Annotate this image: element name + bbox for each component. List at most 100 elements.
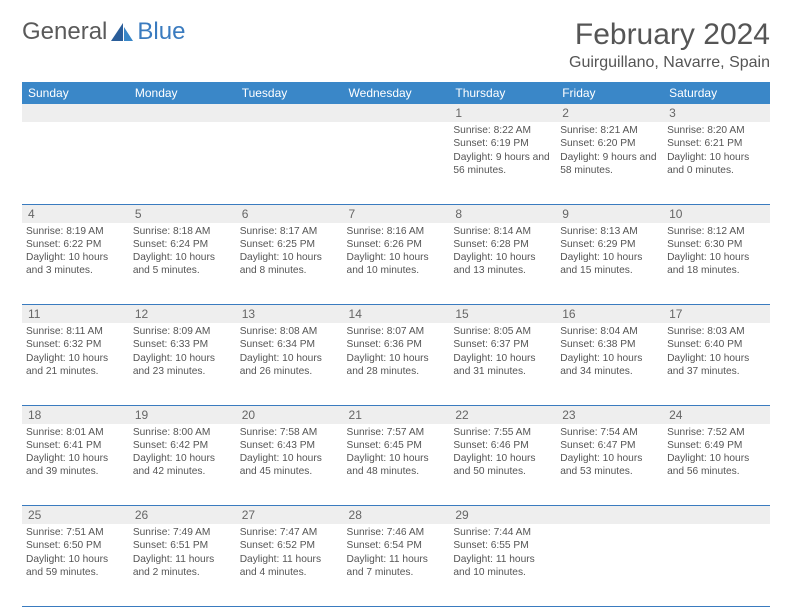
day-info: Sunrise: 8:11 AMSunset: 6:32 PMDaylight:… [26,325,125,378]
logo-text-2: Blue [137,18,185,46]
day-info: Sunrise: 7:47 AMSunset: 6:52 PMDaylight:… [240,526,339,579]
day-info: Sunrise: 8:14 AMSunset: 6:28 PMDaylight:… [453,225,552,278]
day-cell [663,524,770,606]
day-number: 13 [236,305,343,324]
day-number: 8 [449,204,556,223]
day-cell: Sunrise: 7:55 AMSunset: 6:46 PMDaylight:… [449,424,556,506]
day-info: Sunrise: 8:00 AMSunset: 6:42 PMDaylight:… [133,426,232,479]
day-cell: Sunrise: 8:17 AMSunset: 6:25 PMDaylight:… [236,223,343,305]
day-info: Sunrise: 8:22 AMSunset: 6:19 PMDaylight:… [453,124,552,177]
day-info: Sunrise: 7:54 AMSunset: 6:47 PMDaylight:… [560,426,659,479]
day-number: 22 [449,405,556,424]
day-cell: Sunrise: 7:52 AMSunset: 6:49 PMDaylight:… [663,424,770,506]
day-cell: Sunrise: 8:12 AMSunset: 6:30 PMDaylight:… [663,223,770,305]
day-info: Sunrise: 8:09 AMSunset: 6:33 PMDaylight:… [133,325,232,378]
weekday-header: Sunday [22,82,129,104]
day-number: 14 [343,305,450,324]
day-number: 27 [236,506,343,525]
day-cell [343,122,450,204]
weekday-header: Tuesday [236,82,343,104]
day-number: 23 [556,405,663,424]
day-number: 7 [343,204,450,223]
day-cell: Sunrise: 7:47 AMSunset: 6:52 PMDaylight:… [236,524,343,606]
day-cell: Sunrise: 8:09 AMSunset: 6:33 PMDaylight:… [129,323,236,405]
day-info: Sunrise: 8:07 AMSunset: 6:36 PMDaylight:… [347,325,446,378]
weekday-header: Saturday [663,82,770,104]
day-cell: Sunrise: 8:11 AMSunset: 6:32 PMDaylight:… [22,323,129,405]
location: Guirguillano, Navarre, Spain [569,54,770,72]
day-info: Sunrise: 8:20 AMSunset: 6:21 PMDaylight:… [667,124,766,177]
daynum-row: 45678910 [22,204,770,223]
day-info: Sunrise: 7:46 AMSunset: 6:54 PMDaylight:… [347,526,446,579]
day-cell: Sunrise: 7:58 AMSunset: 6:43 PMDaylight:… [236,424,343,506]
info-row: Sunrise: 8:01 AMSunset: 6:41 PMDaylight:… [22,424,770,506]
day-cell [129,122,236,204]
logo: General Blue [22,18,185,46]
weekday-header-row: Sunday Monday Tuesday Wednesday Thursday… [22,82,770,104]
day-info: Sunrise: 8:16 AMSunset: 6:26 PMDaylight:… [347,225,446,278]
info-row: Sunrise: 8:19 AMSunset: 6:22 PMDaylight:… [22,223,770,305]
day-cell: Sunrise: 8:20 AMSunset: 6:21 PMDaylight:… [663,122,770,204]
daynum-row: 2526272829 [22,506,770,525]
day-number: 6 [236,204,343,223]
day-cell: Sunrise: 8:01 AMSunset: 6:41 PMDaylight:… [22,424,129,506]
day-cell: Sunrise: 8:08 AMSunset: 6:34 PMDaylight:… [236,323,343,405]
day-cell: Sunrise: 8:19 AMSunset: 6:22 PMDaylight:… [22,223,129,305]
day-number [236,104,343,122]
day-info: Sunrise: 8:08 AMSunset: 6:34 PMDaylight:… [240,325,339,378]
day-info: Sunrise: 7:58 AMSunset: 6:43 PMDaylight:… [240,426,339,479]
day-number: 17 [663,305,770,324]
day-number: 18 [22,405,129,424]
day-cell: Sunrise: 8:16 AMSunset: 6:26 PMDaylight:… [343,223,450,305]
day-info: Sunrise: 8:01 AMSunset: 6:41 PMDaylight:… [26,426,125,479]
day-cell: Sunrise: 8:22 AMSunset: 6:19 PMDaylight:… [449,122,556,204]
day-cell: Sunrise: 8:00 AMSunset: 6:42 PMDaylight:… [129,424,236,506]
day-number: 1 [449,104,556,122]
weekday-header: Monday [129,82,236,104]
title-block: February 2024 Guirguillano, Navarre, Spa… [569,18,770,72]
day-cell [556,524,663,606]
day-number: 28 [343,506,450,525]
calendar-table: Sunday Monday Tuesday Wednesday Thursday… [22,82,770,607]
daynum-row: 18192021222324 [22,405,770,424]
info-row: Sunrise: 8:22 AMSunset: 6:19 PMDaylight:… [22,122,770,204]
weekday-header: Friday [556,82,663,104]
day-cell: Sunrise: 8:07 AMSunset: 6:36 PMDaylight:… [343,323,450,405]
day-number [663,506,770,525]
logo-sail-icon [109,21,135,43]
day-number: 4 [22,204,129,223]
day-info: Sunrise: 8:13 AMSunset: 6:29 PMDaylight:… [560,225,659,278]
day-cell: Sunrise: 8:14 AMSunset: 6:28 PMDaylight:… [449,223,556,305]
day-number: 12 [129,305,236,324]
day-cell: Sunrise: 7:57 AMSunset: 6:45 PMDaylight:… [343,424,450,506]
day-info: Sunrise: 7:52 AMSunset: 6:49 PMDaylight:… [667,426,766,479]
day-info: Sunrise: 8:04 AMSunset: 6:38 PMDaylight:… [560,325,659,378]
day-info: Sunrise: 7:51 AMSunset: 6:50 PMDaylight:… [26,526,125,579]
day-info: Sunrise: 8:12 AMSunset: 6:30 PMDaylight:… [667,225,766,278]
day-cell [236,122,343,204]
day-number: 3 [663,104,770,122]
day-number: 10 [663,204,770,223]
info-row: Sunrise: 8:11 AMSunset: 6:32 PMDaylight:… [22,323,770,405]
daynum-row: 11121314151617 [22,305,770,324]
day-number: 5 [129,204,236,223]
day-number [556,506,663,525]
day-info: Sunrise: 7:55 AMSunset: 6:46 PMDaylight:… [453,426,552,479]
day-number: 11 [22,305,129,324]
day-cell: Sunrise: 7:46 AMSunset: 6:54 PMDaylight:… [343,524,450,606]
day-cell: Sunrise: 8:04 AMSunset: 6:38 PMDaylight:… [556,323,663,405]
day-cell: Sunrise: 8:13 AMSunset: 6:29 PMDaylight:… [556,223,663,305]
day-cell [22,122,129,204]
day-number: 25 [22,506,129,525]
weekday-header: Thursday [449,82,556,104]
day-info: Sunrise: 8:03 AMSunset: 6:40 PMDaylight:… [667,325,766,378]
day-info: Sunrise: 8:18 AMSunset: 6:24 PMDaylight:… [133,225,232,278]
header: General Blue February 2024 Guirguillano,… [22,18,770,72]
day-cell: Sunrise: 8:05 AMSunset: 6:37 PMDaylight:… [449,323,556,405]
day-number: 15 [449,305,556,324]
day-info: Sunrise: 8:17 AMSunset: 6:25 PMDaylight:… [240,225,339,278]
day-number [343,104,450,122]
day-info: Sunrise: 8:21 AMSunset: 6:20 PMDaylight:… [560,124,659,177]
logo-text-1: General [22,18,107,46]
page-title: February 2024 [569,18,770,52]
